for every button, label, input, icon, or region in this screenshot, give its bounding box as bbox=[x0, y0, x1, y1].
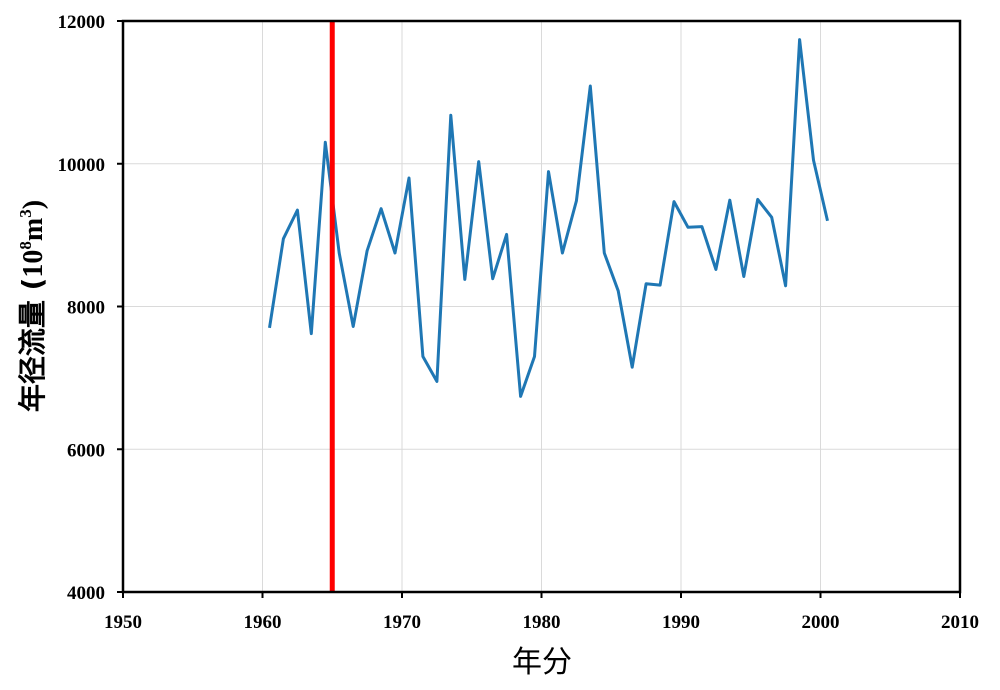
y-tick-label-8000: 8000 bbox=[67, 298, 105, 319]
plot-area-frame bbox=[121, 19, 962, 594]
x-tick-label-1960: 1960 bbox=[244, 612, 282, 633]
series-line-annual-runoff bbox=[268, 38, 829, 398]
x-tick-labels: 1950 1960 1970 1980 1990 2000 2010 bbox=[104, 612, 979, 633]
y-axis-label-unit-close: ) bbox=[18, 200, 49, 209]
y-axis-label-unit-m-exp: 3 bbox=[16, 209, 35, 218]
y-tick-label-6000: 6000 bbox=[67, 440, 105, 461]
y-axis-label-unit-m: m bbox=[18, 218, 49, 241]
y-tick-label-10000: 10000 bbox=[58, 155, 106, 176]
y-axis-label-text: 年径流量 ( bbox=[16, 278, 49, 413]
y-axis-label-unit-exp: 8 bbox=[16, 241, 35, 250]
x-tick-label-1950: 1950 bbox=[104, 612, 142, 633]
x-tick-label-2010: 2010 bbox=[941, 612, 979, 633]
x-tick-label-2000: 2000 bbox=[802, 612, 840, 633]
x-tick-label-1980: 1980 bbox=[523, 612, 561, 633]
gridlines bbox=[122, 20, 961, 593]
x-tick-label-1970: 1970 bbox=[383, 612, 421, 633]
y-axis-label: 年径流量 (108m3) bbox=[16, 200, 49, 412]
y-axis-label-unit-base: 10 bbox=[18, 250, 49, 278]
x-axis-label: 年分 bbox=[512, 645, 572, 680]
y-tick-label-4000: 4000 bbox=[67, 583, 105, 604]
y-tick-label-12000: 12000 bbox=[58, 12, 106, 33]
y-tick-labels: 4000 6000 8000 10000 12000 bbox=[58, 12, 106, 604]
x-tick-label-1990: 1990 bbox=[662, 612, 700, 633]
